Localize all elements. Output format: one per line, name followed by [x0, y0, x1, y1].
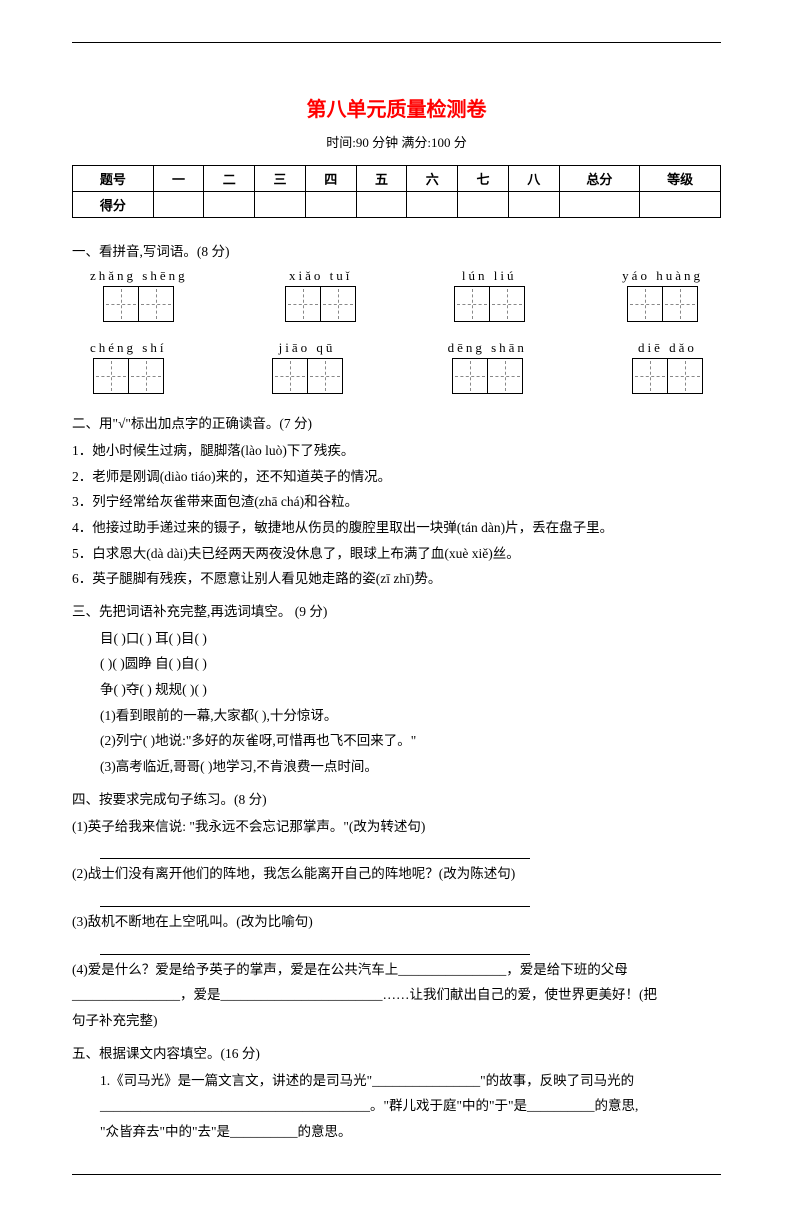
- th-4: 四: [305, 166, 356, 192]
- th-5: 五: [356, 166, 407, 192]
- s3-line: 目( )口( ) 耳( )目( ): [72, 626, 721, 652]
- pinyin-label: diē dǎo: [638, 340, 697, 356]
- s2-item: 6．英子腿脚有残疾，不愿意让别人看见她走路的姿(zī zhī)势。: [72, 566, 721, 592]
- s4-q2: (2)战士们没有离开他们的阵地，我怎么能离开自己的阵地呢？(改为陈述句): [72, 861, 721, 887]
- pinyin-row-1: zhǎng shēng xiǎo tuǐ lún liú yáo huàng: [90, 268, 703, 322]
- score-header-row: 题号 一 二 三 四 五 六 七 八 总分 等级: [73, 166, 721, 192]
- char-grid[interactable]: [103, 286, 174, 322]
- pinyin-label: yáo huàng: [622, 268, 703, 284]
- score-cell[interactable]: [204, 192, 255, 218]
- score-cell[interactable]: [153, 192, 204, 218]
- s3-line: (1)看到眼前的一幕,大家都( ),十分惊讶。: [72, 703, 721, 729]
- score-cell[interactable]: [255, 192, 306, 218]
- score-input-row: 得分: [73, 192, 721, 218]
- s5-l1c: "众皆弃去"中的"去"是__________的意思。: [72, 1119, 721, 1145]
- s2-item: 4．他接过助手递过来的镊子，敏捷地从伤员的腹腔里取出一块弹(tán dàn)片，…: [72, 515, 721, 541]
- th-2: 二: [204, 166, 255, 192]
- th-0: 题号: [73, 166, 154, 192]
- char-grid[interactable]: [627, 286, 698, 322]
- char-grid[interactable]: [285, 286, 356, 322]
- divider-top: [72, 42, 721, 43]
- s5-l1a: 1.《司马光》是一篇文言文，讲述的是司马光"________________"的…: [72, 1068, 721, 1094]
- th-10: 等级: [640, 166, 721, 192]
- pinyin-block: chéng shí: [90, 340, 166, 394]
- answer-line[interactable]: [100, 937, 530, 955]
- pinyin-label: lún liú: [462, 268, 517, 284]
- th-1: 一: [153, 166, 204, 192]
- section2-head: 二、用"√"标出加点字的正确读音。(7 分): [72, 412, 721, 432]
- s4-q3: (3)敌机不断地在上空吼叫。(改为比喻句): [72, 909, 721, 935]
- s5-l1b: ________________________________________…: [72, 1093, 721, 1119]
- pinyin-block: zhǎng shēng: [90, 268, 188, 322]
- score-cell[interactable]: [305, 192, 356, 218]
- score-row-label: 得分: [73, 192, 154, 218]
- pinyin-block: diē dǎo: [632, 340, 703, 394]
- char-grid[interactable]: [93, 358, 164, 394]
- s2-item: 5．白求恩大(dà dài)夫已经两天两夜没休息了，眼球上布满了血(xuè xi…: [72, 541, 721, 567]
- s3-line: (2)列宁( )地说:"多好的灰雀呀,可惜再也飞不回来了。": [72, 728, 721, 754]
- s2-item: 2．老师是刚调(diào tiáo)来的，还不知道英子的情况。: [72, 464, 721, 490]
- divider-bottom: [72, 1174, 721, 1175]
- exam-page: 第八单元质量检测卷 时间:90 分钟 满分:100 分 题号 一 二 三 四 五…: [0, 0, 793, 1217]
- char-grid[interactable]: [454, 286, 525, 322]
- s4-q4a: (4)爱是什么？爱是给予英子的掌声，爱是在公共汽车上______________…: [72, 957, 721, 983]
- s4-q4b: ________________，爱是_____________________…: [72, 982, 721, 1008]
- s4-q1: (1)英子给我来信说: "我永远不会忘记那掌声。"(改为转述句): [72, 814, 721, 840]
- page-title: 第八单元质量检测卷: [72, 93, 721, 122]
- char-grid[interactable]: [632, 358, 703, 394]
- score-cell[interactable]: [356, 192, 407, 218]
- score-cell[interactable]: [559, 192, 640, 218]
- pinyin-label: chéng shí: [90, 340, 166, 356]
- s2-item: 1．她小时候生过病，腿脚落(lào luò)下了残疾。: [72, 438, 721, 464]
- section1-head: 一、看拼音,写词语。(8 分): [72, 240, 721, 260]
- th-9: 总分: [559, 166, 640, 192]
- char-grid[interactable]: [452, 358, 523, 394]
- pinyin-block: dēng shān: [448, 340, 527, 394]
- score-cell[interactable]: [458, 192, 509, 218]
- s3-line: 争( )夺( ) 规规( )( ): [72, 677, 721, 703]
- pinyin-block: jiāo qū: [272, 340, 343, 394]
- char-grid[interactable]: [272, 358, 343, 394]
- pinyin-block: yáo huàng: [622, 268, 703, 322]
- s4-q4c: 句子补充完整): [72, 1008, 721, 1034]
- score-cell[interactable]: [508, 192, 559, 218]
- answer-line[interactable]: [100, 889, 530, 907]
- pinyin-label: xiǎo tuǐ: [289, 268, 352, 284]
- th-8: 八: [508, 166, 559, 192]
- score-cell[interactable]: [640, 192, 721, 218]
- th-6: 六: [407, 166, 458, 192]
- section3-head: 三、先把词语补充完整,再选词填空。 (9 分): [72, 600, 721, 620]
- section5-head: 五、根据课文内容填空。(16 分): [72, 1042, 721, 1062]
- score-cell[interactable]: [407, 192, 458, 218]
- answer-line[interactable]: [100, 841, 530, 859]
- th-7: 七: [458, 166, 509, 192]
- pinyin-label: dēng shān: [448, 340, 527, 356]
- pinyin-label: zhǎng shēng: [90, 268, 188, 284]
- pinyin-label: jiāo qū: [279, 340, 336, 356]
- section4-head: 四、按要求完成句子练习。(8 分): [72, 788, 721, 808]
- s3-line: (3)高考临近,哥哥( )地学习,不肯浪费一点时间。: [72, 754, 721, 780]
- pinyin-block: lún liú: [454, 268, 525, 322]
- s2-item: 3．列宁经常给灰雀带来面包渣(zhā chá)和谷粒。: [72, 489, 721, 515]
- score-table: 题号 一 二 三 四 五 六 七 八 总分 等级 得分: [72, 165, 721, 218]
- s3-line: ( )( )圆睁 自( )自( ): [72, 651, 721, 677]
- pinyin-row-2: chéng shí jiāo qū dēng shān diē dǎo: [90, 340, 703, 394]
- page-subtitle: 时间:90 分钟 满分:100 分: [72, 132, 721, 151]
- pinyin-block: xiǎo tuǐ: [285, 268, 356, 322]
- th-3: 三: [255, 166, 306, 192]
